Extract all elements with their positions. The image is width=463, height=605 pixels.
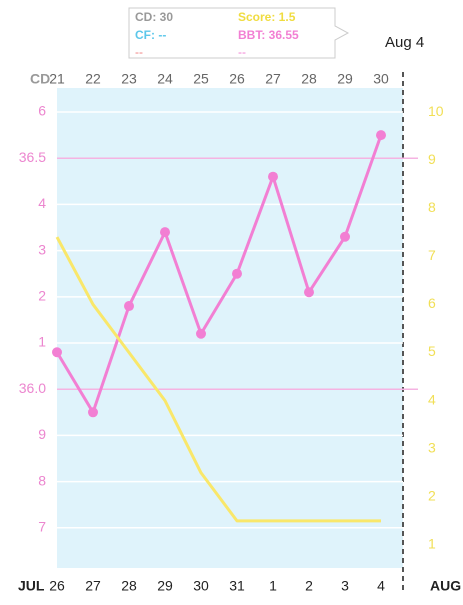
series-line	[55, 236, 381, 523]
data-point	[268, 171, 278, 182]
y-tick-label: 36.0	[19, 380, 46, 396]
y2-tick-label: 3	[428, 439, 436, 455]
y2-tick-label: 5	[428, 343, 436, 359]
tooltip-extra: --	[135, 45, 143, 59]
month-label: JUL	[18, 578, 45, 594]
tooltip-extra: --	[238, 45, 246, 59]
series-line	[55, 134, 383, 414]
cd-tick-label: 25	[193, 71, 209, 87]
data-point	[88, 407, 98, 418]
y2-tick-label: 4	[428, 391, 436, 407]
x-tick-label: 28	[121, 578, 137, 594]
y-tick-label: 2	[38, 288, 46, 304]
x-tick-label: 1	[269, 578, 277, 594]
cd-tick-label: 21	[49, 71, 65, 87]
x-tick-label: 3	[341, 578, 349, 594]
data-point	[196, 328, 206, 339]
tooltip-cd: CD: 30	[135, 10, 173, 24]
cd-tick-label: 29	[337, 71, 353, 87]
data-point	[376, 130, 386, 141]
tooltip-bbt: BBT: 36.55	[238, 28, 299, 42]
data-point	[304, 287, 314, 298]
y-tick-label: 4	[38, 195, 46, 211]
data-point	[340, 231, 350, 242]
cd-tick-label: 23	[121, 71, 137, 87]
x-tick-label: 27	[85, 578, 101, 594]
y2-tick-label: 7	[428, 247, 436, 263]
x-tick-label: 29	[157, 578, 173, 594]
plot-background	[57, 88, 403, 568]
y-tick-label: 1	[38, 334, 46, 350]
y-tick-label: 6	[38, 103, 46, 119]
y2-tick-label: 1	[428, 536, 436, 552]
y2-tick-label: 2	[428, 488, 436, 504]
cd-tick-label: 30	[373, 71, 389, 87]
y-tick-label: 9	[38, 426, 46, 442]
y-tick-label: 7	[38, 519, 46, 535]
y2-tick-label: 6	[428, 295, 436, 311]
x-tick-label: 30	[193, 578, 209, 594]
cd-tick-label: 28	[301, 71, 317, 87]
selected-date: Aug 4	[385, 34, 424, 51]
x-tick-label: 26	[49, 578, 65, 594]
y2-tick-label: 8	[428, 199, 436, 215]
y-tick-label: 36.5	[19, 149, 46, 165]
tooltip-cf: CF: --	[135, 28, 166, 42]
month-label: AUG	[430, 578, 461, 594]
x-tick-label: 31	[229, 578, 245, 594]
y2-tick-label: 9	[428, 151, 436, 167]
cd-tick-label: 27	[265, 71, 281, 87]
tooltip-box	[128, 7, 350, 59]
data-point	[232, 268, 242, 279]
y-tick-label: 3	[38, 241, 46, 257]
data-point	[52, 347, 62, 358]
cd-tick-label: 22	[85, 71, 101, 87]
x-tick-label: 4	[377, 578, 385, 594]
data-point	[124, 301, 134, 312]
x-tick-label: 2	[305, 578, 313, 594]
tooltip-score: Score: 1.5	[238, 10, 296, 24]
cd-label: CD	[30, 71, 50, 87]
y2-tick-label: 10	[428, 103, 444, 119]
data-point	[160, 227, 170, 238]
y-tick-label: 8	[38, 472, 46, 488]
tooltip: CD: 30 Score: 1.5 CF: -- BBT: 36.55 -- -…	[128, 7, 350, 59]
cd-tick-label: 26	[229, 71, 245, 87]
cd-tick-label: 24	[157, 71, 173, 87]
